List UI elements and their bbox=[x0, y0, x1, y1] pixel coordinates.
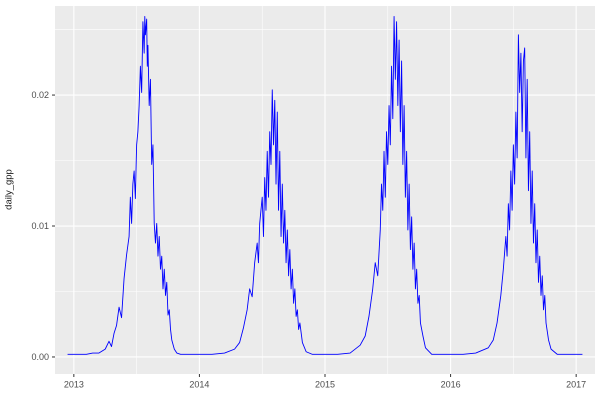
gpp-line bbox=[67, 16, 583, 355]
x-tick-label: 2015 bbox=[315, 380, 335, 390]
y-tick-label: 0.02 bbox=[31, 90, 49, 100]
x-tick-label: 2013 bbox=[64, 380, 84, 390]
y-tick-label: 0.00 bbox=[31, 352, 49, 362]
y-axis-title: daily_gpp bbox=[3, 169, 15, 210]
x-tick-label: 2014 bbox=[189, 380, 209, 390]
y-tick-label: 0.01 bbox=[31, 221, 49, 231]
x-tick-label: 2016 bbox=[441, 380, 461, 390]
x-tick-label: 2017 bbox=[566, 380, 586, 390]
